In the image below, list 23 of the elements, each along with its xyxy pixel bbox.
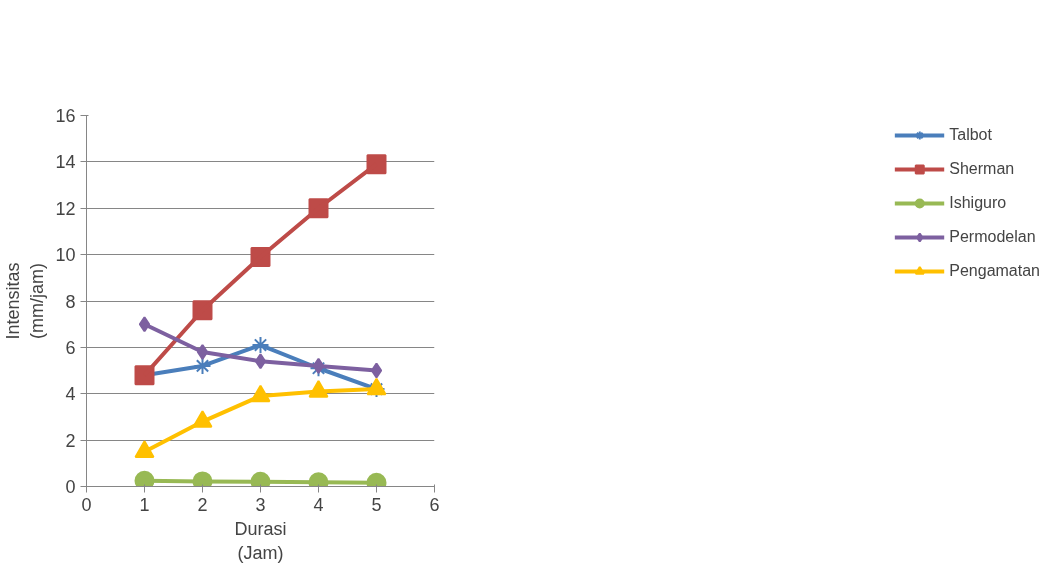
x-axis-title: Durasi (Jam) — [234, 518, 287, 563]
x-tick-label: 4 — [313, 494, 324, 515]
y-tick-label: 2 — [65, 430, 76, 451]
legend-label: Permodelan — [949, 228, 1036, 246]
x-tick-label: 0 — [81, 494, 92, 515]
x-tick-label: 2 — [197, 494, 208, 515]
legend-label: Pengamatan — [949, 262, 1040, 280]
y-tick-label: 4 — [65, 384, 76, 405]
y-tick-label: 0 — [65, 477, 76, 497]
y-tick-label: 8 — [65, 291, 76, 312]
y-tick-label: 10 — [55, 245, 76, 266]
x-tick-label: 1 — [139, 494, 150, 515]
x-tick-label: 5 — [371, 494, 382, 515]
y-tick-label: 12 — [55, 198, 76, 219]
y-tick-label: 14 — [55, 152, 76, 173]
legend-label: Sherman — [949, 160, 1015, 178]
x-tick-label: 6 — [429, 494, 440, 515]
legend-label: Talbot — [949, 126, 992, 144]
y-tick-label: 6 — [65, 337, 76, 358]
y-tick-label: 16 — [55, 106, 76, 126]
legend-label: Ishiguro — [949, 194, 1007, 212]
y-axis-title: Intensitas (mm/jam) — [3, 262, 48, 340]
x-tick-label: 3 — [255, 494, 266, 515]
